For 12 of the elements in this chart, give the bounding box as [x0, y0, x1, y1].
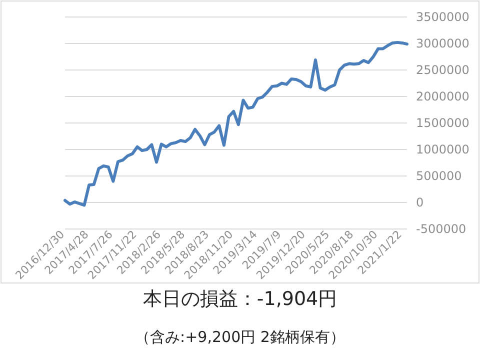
y-tick-label: -500000 [416, 222, 466, 236]
text: 本日の損益：-1,904円 [142, 288, 338, 310]
line-series [64, 40, 408, 207]
y-tick-label: 2500000 [416, 63, 470, 78]
y-tick-label: 1000000 [416, 142, 470, 157]
y-tick-label: 2000000 [416, 90, 470, 104]
y-tick-label: 500000 [416, 169, 462, 184]
y-tick-label: 3500000 [416, 10, 470, 24]
y-tick-label: 1500000 [416, 116, 470, 130]
y-tick-label: 3000000 [416, 36, 470, 51]
y-tick-label: 0 [416, 196, 424, 210]
text: （含み:+9,200円 2銘柄保有） [135, 328, 345, 346]
